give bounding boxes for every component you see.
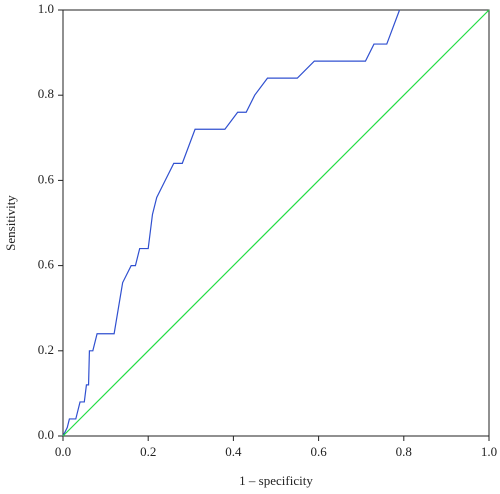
y-tick-label: 1.0: [38, 1, 54, 16]
y-axis-label: Sensitivity: [3, 195, 18, 251]
roc-line: [62, 9, 490, 437]
y-tick-label: 0.6: [38, 171, 55, 186]
x-tick-label: 0.4: [225, 444, 242, 459]
y-tick-label: 0.8: [38, 86, 54, 101]
y-tick-label: 0.0: [38, 427, 54, 442]
x-tick-label: 0.6: [310, 444, 327, 459]
y-tick-label: 0.2: [38, 342, 54, 357]
x-tick-label: 0.8: [396, 444, 412, 459]
plot-frame: [62, 9, 490, 437]
y-tick-label: 0.6: [38, 257, 55, 272]
x-tick-label: 1.0: [481, 444, 497, 459]
x-tick-label: 0.0: [55, 444, 71, 459]
roc-line: [62, 9, 401, 437]
x-tick-label: 0.2: [140, 444, 156, 459]
x-axis-label: 1 – specificity: [239, 473, 313, 488]
